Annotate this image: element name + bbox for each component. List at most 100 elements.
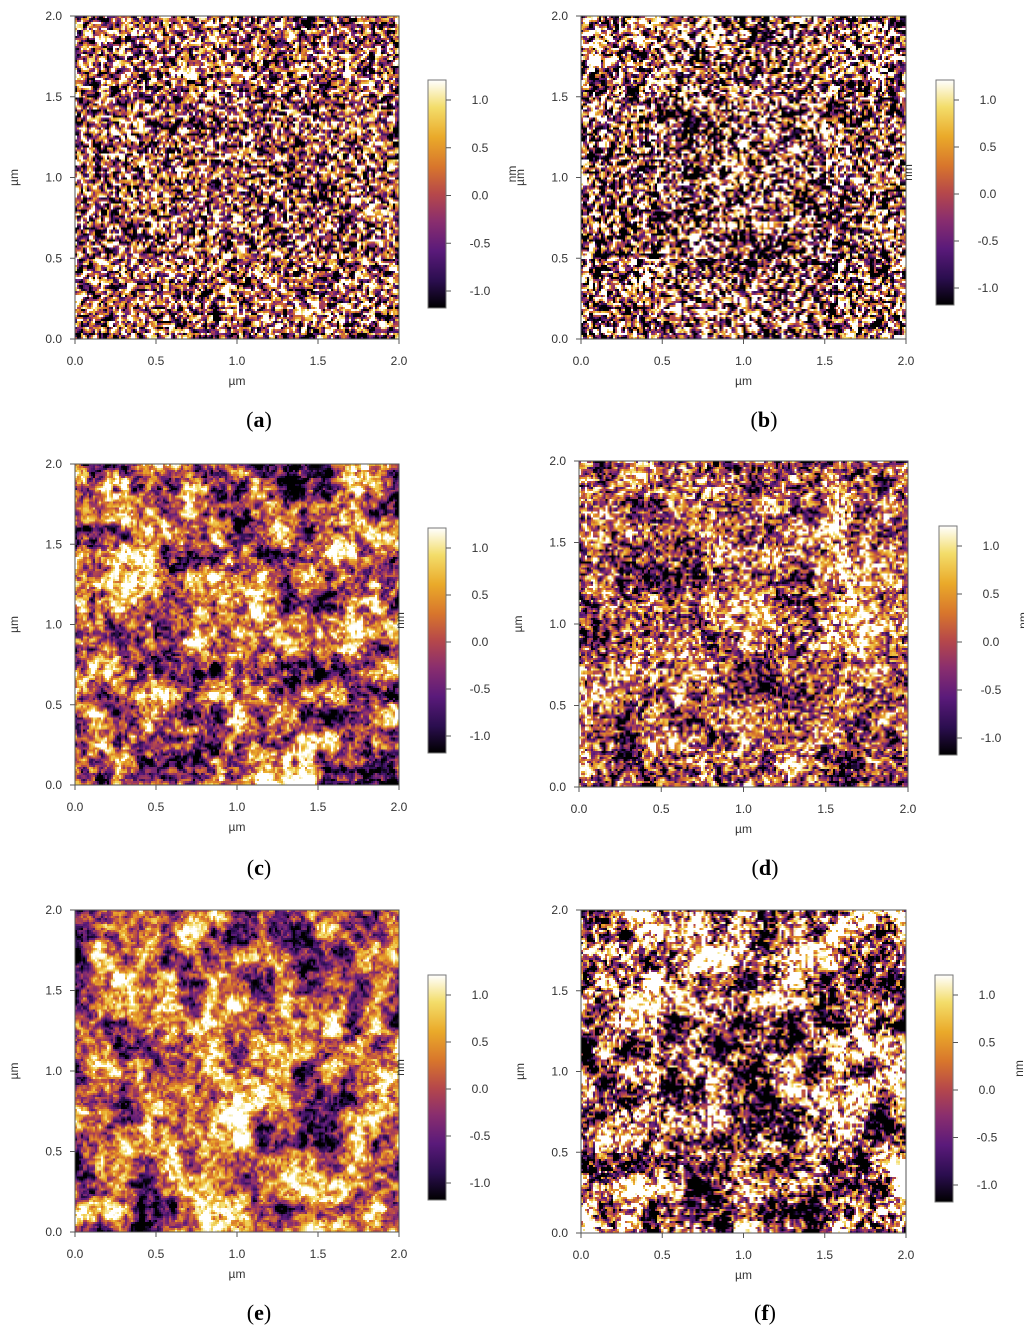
colorbar-tick-label: -0.5 bbox=[978, 234, 999, 248]
y-axis-label: µm bbox=[7, 169, 21, 186]
afm-height-map-f bbox=[581, 910, 906, 1233]
colorbar-tick-label: -1.0 bbox=[470, 284, 491, 298]
colorbar-tick-label: 1.0 bbox=[983, 539, 1000, 553]
y-tick-label: 1.5 bbox=[45, 537, 62, 551]
colorbar bbox=[938, 525, 958, 756]
colorbar-tick-label: -0.5 bbox=[470, 236, 491, 250]
x-tick-label: 0.0 bbox=[67, 800, 84, 814]
y-tick-label: 0.0 bbox=[45, 778, 62, 792]
colorbar-label: nm bbox=[1012, 1060, 1024, 1077]
x-tick-label: 0.5 bbox=[654, 354, 671, 368]
y-tick-label: 0.5 bbox=[45, 251, 62, 265]
y-tick-label: 0.0 bbox=[551, 332, 568, 346]
x-tick-label: 0.0 bbox=[67, 354, 84, 368]
colorbar-tick-label: 0.5 bbox=[472, 141, 489, 155]
panel-caption-letter: f bbox=[761, 1300, 769, 1325]
y-tick-label: 1.0 bbox=[551, 171, 568, 185]
colorbar bbox=[934, 974, 954, 1203]
x-tick-label: 0.0 bbox=[573, 1248, 590, 1262]
colorbar-tick-label: 0.5 bbox=[980, 140, 997, 154]
x-tick-label: 0.5 bbox=[653, 802, 670, 816]
x-tick-label: 2.0 bbox=[391, 1247, 408, 1261]
panel-a: 0.0 0.5 1.0 1.5 2.0 µm 0.0 0.5 1.0 1.5 2.0 µm 1.0 0.5… bbox=[7, 9, 519, 432]
y-tick-label: 0.5 bbox=[549, 699, 566, 713]
colorbar-tick-label: 1.0 bbox=[472, 541, 489, 555]
y-tick-label: 1.0 bbox=[45, 171, 62, 185]
panel-caption-letter: e bbox=[254, 1300, 264, 1325]
colorbar-tick-label: -0.5 bbox=[981, 683, 1002, 697]
y-tick-label: 2.0 bbox=[45, 457, 62, 471]
x-tick-label: 1.5 bbox=[817, 802, 834, 816]
colorbar-tick-label: 1.0 bbox=[980, 93, 997, 107]
y-axis-label: µm bbox=[7, 1063, 21, 1080]
colorbar-tick-label: 0.5 bbox=[472, 1035, 489, 1049]
panel-caption-letter: b bbox=[758, 407, 770, 432]
panel-b: 0.0 0.5 1.0 1.5 2.0 µm 0.0 0.5 1.0 1.5 2.0 µm 1.0 0.5… bbox=[513, 9, 999, 432]
colorbar bbox=[427, 79, 447, 309]
x-tick-label: 1.0 bbox=[229, 1247, 246, 1261]
x-axis-label: µm bbox=[735, 374, 752, 388]
y-tick-label: 1.0 bbox=[551, 1065, 568, 1079]
y-tick-label: 1.5 bbox=[549, 536, 566, 550]
y-tick-label: 0.5 bbox=[551, 251, 568, 265]
panel-caption-letter: d bbox=[759, 855, 771, 880]
panel-d: 0.0 0.5 1.0 1.5 2.0 µm 0.0 0.5 1.0 1.5 2.0 µm 1.0 0.5… bbox=[511, 454, 1024, 880]
colorbar-tick-label: -1.0 bbox=[470, 729, 491, 743]
x-tick-label: 1.5 bbox=[310, 354, 327, 368]
x-tick-label: 1.0 bbox=[735, 802, 752, 816]
panel-caption: (f) bbox=[754, 1300, 776, 1325]
x-tick-label: 1.0 bbox=[735, 354, 752, 368]
x-tick-label: 2.0 bbox=[391, 800, 408, 814]
y-axis-label: µm bbox=[513, 1063, 527, 1080]
x-tick-label: 2.0 bbox=[898, 1248, 915, 1262]
colorbar-label: nm bbox=[393, 1059, 407, 1076]
x-tick-label: 1.0 bbox=[229, 800, 246, 814]
x-tick-label: 1.5 bbox=[310, 1247, 327, 1261]
x-tick-label: 2.0 bbox=[391, 354, 408, 368]
colorbar-tick-label: 0.0 bbox=[979, 1083, 996, 1097]
panel-caption: (e) bbox=[247, 1300, 271, 1325]
panel-e: 0.0 0.5 1.0 1.5 2.0 µm 0.0 0.5 1.0 1.5 2.0 µm 1.0 0.5… bbox=[7, 903, 491, 1325]
colorbar-label: nm bbox=[505, 166, 519, 183]
y-tick-label: 1.0 bbox=[549, 617, 566, 631]
colorbar-tick-label: -0.5 bbox=[470, 1129, 491, 1143]
y-tick-label: 0.0 bbox=[45, 1225, 62, 1239]
colorbar-tick-label: -1.0 bbox=[978, 281, 999, 295]
x-axis-label: µm bbox=[735, 822, 752, 836]
panel-caption: (a) bbox=[246, 407, 272, 432]
colorbar-tick-label: -1.0 bbox=[981, 731, 1002, 745]
x-tick-label: 0.0 bbox=[573, 354, 590, 368]
y-tick-label: 0.5 bbox=[45, 698, 62, 712]
y-axis-label: µm bbox=[511, 616, 525, 633]
colorbar-tick-label: 0.0 bbox=[472, 635, 489, 649]
colorbar-tick-label: -1.0 bbox=[470, 1176, 491, 1190]
x-tick-label: 2.0 bbox=[900, 802, 917, 816]
y-tick-label: 1.5 bbox=[45, 984, 62, 998]
colorbar-tick-label: 1.0 bbox=[979, 988, 996, 1002]
colorbar-tick-label: 0.5 bbox=[983, 587, 1000, 601]
x-tick-label: 2.0 bbox=[898, 354, 915, 368]
afm-height-map-b bbox=[581, 16, 906, 339]
y-tick-label: 1.5 bbox=[551, 984, 568, 998]
x-tick-label: 1.0 bbox=[735, 1248, 752, 1262]
colorbar bbox=[427, 974, 447, 1201]
x-tick-label: 1.5 bbox=[310, 800, 327, 814]
colorbar-tick-label: -1.0 bbox=[977, 1178, 998, 1192]
colorbar-tick-label: 0.0 bbox=[983, 635, 1000, 649]
y-tick-label: 2.0 bbox=[549, 454, 566, 468]
colorbar-tick-label: 1.0 bbox=[472, 988, 489, 1002]
y-tick-label: 2.0 bbox=[551, 903, 568, 917]
colorbar-label: nm bbox=[901, 164, 915, 181]
colorbar-label: nm bbox=[393, 612, 407, 629]
x-axis-label: µm bbox=[229, 374, 246, 388]
x-tick-label: 0.5 bbox=[148, 800, 165, 814]
panel-caption: (b) bbox=[751, 407, 778, 432]
colorbar-tick-label: 0.0 bbox=[472, 1082, 489, 1096]
colorbar-tick-label: -0.5 bbox=[977, 1131, 998, 1145]
x-tick-label: 0.5 bbox=[148, 1247, 165, 1261]
y-tick-label: 1.5 bbox=[45, 90, 62, 104]
y-tick-label: 1.5 bbox=[551, 90, 568, 104]
x-tick-label: 0.5 bbox=[654, 1248, 671, 1262]
colorbar-tick-label: 0.5 bbox=[979, 1036, 996, 1050]
x-axis-label: µm bbox=[229, 1267, 246, 1281]
